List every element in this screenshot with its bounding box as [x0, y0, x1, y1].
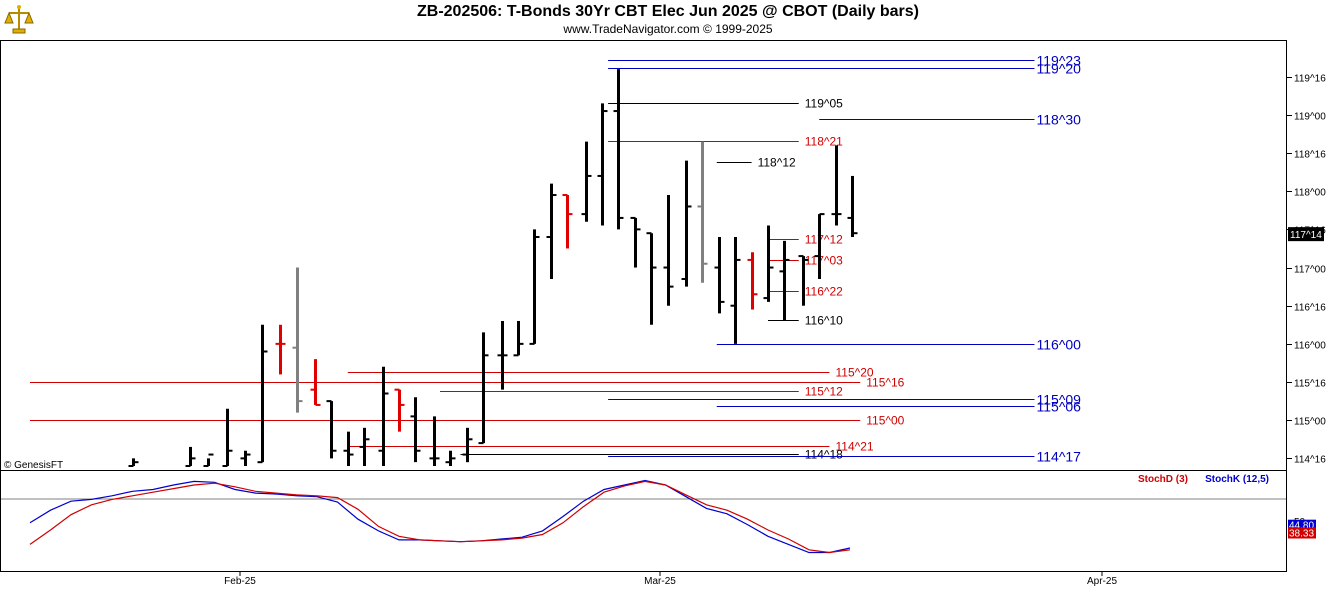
stoch-panel [0, 470, 1287, 572]
chart-subtitle: www.TradeNavigator.com © 1999-2025 [563, 22, 773, 36]
price-panel [0, 40, 1287, 471]
y-tick-label: 119^16 [1294, 74, 1326, 85]
y-tick-label: 117^00 [1294, 265, 1326, 276]
level-label: 119^23 [1037, 53, 1082, 69]
level-label: 115^16 [866, 376, 904, 390]
stochd-value-badge [1288, 527, 1316, 539]
x-tick-label: Feb-25 [224, 576, 256, 587]
legend-stochd: StochD (3) [1138, 474, 1188, 485]
stochk-value-label: 44.80 [1289, 521, 1314, 532]
chart-header: ZB-202506: T-Bonds 30Yr CBT Elec Jun 202… [0, 0, 1336, 40]
level-label: 115^06 [1037, 399, 1082, 415]
level-label: 115^00 [866, 414, 904, 428]
tradenavigator-logo-icon [3, 3, 35, 35]
current-price-badge [1288, 227, 1324, 242]
level-label: 116^22 [805, 285, 843, 299]
y-tick-label: 118^16 [1294, 150, 1326, 161]
level-label: 118^21 [805, 135, 843, 149]
level-label: 114^17 [1037, 449, 1082, 465]
level-label: 119^20 [1037, 61, 1082, 77]
level-label: 114^21 [836, 440, 874, 454]
copyright-label: © GenesisFT [4, 460, 63, 471]
x-tick-label: Mar-25 [644, 576, 676, 587]
level-label: 119^05 [805, 97, 843, 111]
level-label: 115^20 [836, 366, 874, 380]
y-tick-label: 114^16 [1294, 455, 1326, 466]
legend-stochk: StochK (12,5) [1205, 474, 1269, 485]
y-tick-label: 119^00 [1294, 112, 1326, 123]
current-price-label: 117^14 [1290, 230, 1322, 241]
level-label: 116^10 [805, 314, 843, 328]
y-tick-label: 118^00 [1294, 188, 1326, 199]
level-label: 117^12 [805, 233, 843, 247]
level-label: 114^18 [805, 448, 843, 462]
stoch-line [29, 480, 851, 554]
chart-title: ZB-202506: T-Bonds 30Yr CBT Elec Jun 202… [417, 3, 919, 20]
y-tick-label: 115^00 [1294, 417, 1326, 428]
y-tick-label: 115^16 [1294, 379, 1326, 390]
level-label: 117^03 [805, 254, 843, 268]
y-tick-label: 116^00 [1294, 341, 1326, 352]
stochk-value-badge [1288, 519, 1316, 531]
y-tick-label: 116^16 [1294, 303, 1326, 314]
level-label: 116^00 [1037, 337, 1082, 353]
level-label: 115^09 [1037, 392, 1082, 408]
level-label: 118^12 [758, 156, 796, 170]
x-tick-label: Apr-25 [1087, 576, 1117, 587]
stochd-value-label: 38.33 [1289, 529, 1314, 540]
level-label: 115^12 [805, 385, 843, 399]
level-label: 118^30 [1037, 112, 1082, 128]
